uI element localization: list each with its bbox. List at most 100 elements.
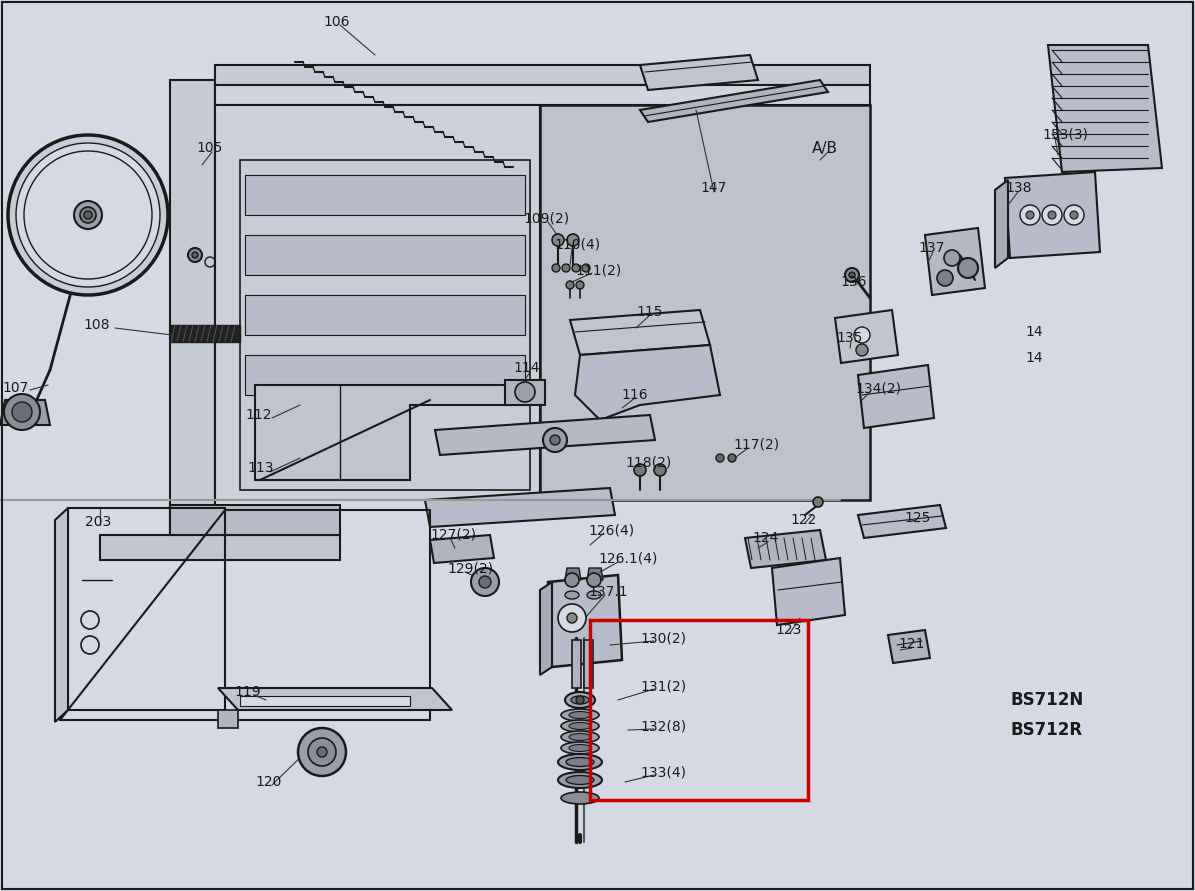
- Circle shape: [728, 454, 736, 462]
- Text: 123: 123: [776, 623, 802, 637]
- Circle shape: [566, 281, 574, 289]
- Polygon shape: [215, 105, 540, 500]
- Text: 127(2): 127(2): [430, 528, 476, 542]
- Circle shape: [308, 738, 336, 766]
- Polygon shape: [217, 688, 452, 710]
- Circle shape: [4, 394, 39, 430]
- Circle shape: [543, 428, 566, 452]
- Circle shape: [635, 464, 646, 476]
- Text: 115: 115: [636, 305, 662, 319]
- Polygon shape: [55, 508, 68, 722]
- Circle shape: [515, 382, 535, 402]
- Circle shape: [188, 248, 202, 262]
- Ellipse shape: [566, 775, 594, 784]
- Ellipse shape: [566, 757, 594, 766]
- Text: 147: 147: [700, 181, 727, 195]
- Text: 109(2): 109(2): [523, 211, 569, 225]
- Circle shape: [716, 454, 724, 462]
- Polygon shape: [0, 400, 50, 425]
- Polygon shape: [425, 488, 615, 527]
- Text: 121: 121: [897, 637, 925, 651]
- Circle shape: [576, 281, 584, 289]
- Text: 106: 106: [323, 15, 349, 29]
- Circle shape: [856, 344, 868, 356]
- Circle shape: [848, 272, 854, 278]
- Text: 118(2): 118(2): [625, 455, 672, 469]
- Ellipse shape: [571, 696, 589, 704]
- Text: 105: 105: [196, 141, 222, 155]
- Circle shape: [24, 151, 152, 279]
- Polygon shape: [540, 582, 552, 675]
- Polygon shape: [215, 65, 870, 85]
- Circle shape: [813, 497, 823, 507]
- Circle shape: [558, 604, 586, 632]
- Circle shape: [1042, 205, 1062, 225]
- Polygon shape: [430, 535, 494, 563]
- Text: 113: 113: [247, 461, 274, 475]
- Text: 117(2): 117(2): [733, 438, 779, 452]
- Polygon shape: [1005, 172, 1101, 258]
- Circle shape: [317, 747, 327, 757]
- Circle shape: [587, 573, 601, 587]
- Text: 119: 119: [234, 685, 261, 699]
- Polygon shape: [240, 160, 531, 490]
- Polygon shape: [565, 568, 581, 580]
- Circle shape: [937, 270, 952, 286]
- Circle shape: [565, 573, 580, 587]
- Polygon shape: [255, 385, 531, 480]
- Text: BS712R: BS712R: [1010, 721, 1083, 739]
- Ellipse shape: [569, 733, 592, 740]
- Polygon shape: [641, 55, 758, 90]
- Circle shape: [84, 211, 92, 219]
- Ellipse shape: [560, 792, 599, 804]
- Text: 107: 107: [2, 381, 29, 395]
- Polygon shape: [100, 535, 341, 560]
- Circle shape: [576, 696, 584, 704]
- Text: 203: 203: [85, 515, 111, 529]
- Circle shape: [654, 464, 666, 476]
- Text: 14: 14: [1025, 351, 1042, 365]
- Text: 108: 108: [82, 318, 110, 332]
- Text: 116: 116: [621, 388, 648, 402]
- Ellipse shape: [558, 772, 602, 788]
- Circle shape: [81, 636, 99, 654]
- Ellipse shape: [560, 709, 599, 721]
- Circle shape: [1070, 211, 1078, 219]
- Circle shape: [944, 250, 960, 266]
- Circle shape: [479, 576, 491, 588]
- Circle shape: [1027, 211, 1034, 219]
- Circle shape: [582, 264, 590, 272]
- Polygon shape: [995, 180, 1009, 268]
- Text: 132(8): 132(8): [641, 719, 686, 733]
- Text: 112: 112: [245, 408, 271, 422]
- Text: 130(2): 130(2): [641, 631, 686, 645]
- Text: 120: 120: [255, 775, 281, 789]
- Text: 131(2): 131(2): [641, 679, 686, 693]
- Text: 137: 137: [918, 241, 944, 255]
- Polygon shape: [858, 365, 934, 428]
- Circle shape: [74, 201, 102, 229]
- Polygon shape: [575, 345, 721, 420]
- Text: 122: 122: [790, 513, 816, 527]
- Polygon shape: [170, 325, 240, 342]
- Text: A/B: A/B: [811, 141, 838, 156]
- Polygon shape: [587, 568, 603, 580]
- Ellipse shape: [569, 712, 592, 718]
- Circle shape: [1064, 205, 1084, 225]
- Polygon shape: [435, 415, 655, 455]
- Circle shape: [562, 264, 570, 272]
- Polygon shape: [170, 505, 341, 535]
- Polygon shape: [505, 380, 545, 405]
- Text: 125: 125: [903, 511, 931, 525]
- Polygon shape: [744, 530, 826, 568]
- Polygon shape: [835, 310, 897, 363]
- Ellipse shape: [569, 745, 592, 751]
- Circle shape: [572, 264, 580, 272]
- Bar: [590, 620, 808, 800]
- Polygon shape: [245, 355, 525, 395]
- Text: 124: 124: [752, 531, 778, 545]
- Text: 111(2): 111(2): [575, 263, 621, 277]
- Text: 138: 138: [1005, 181, 1031, 195]
- Polygon shape: [217, 710, 238, 728]
- Text: 14: 14: [1025, 325, 1042, 339]
